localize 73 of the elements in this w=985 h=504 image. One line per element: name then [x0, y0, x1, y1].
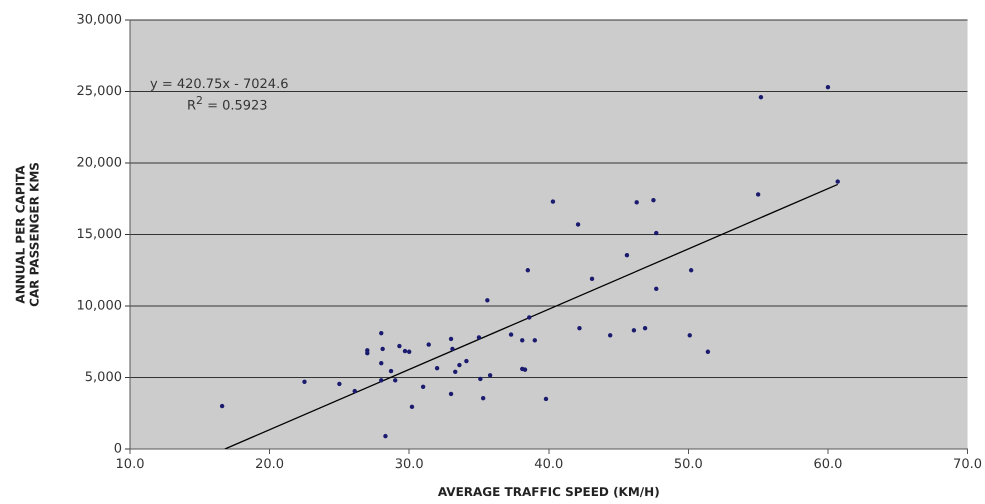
point [532, 338, 538, 343]
point [397, 344, 402, 348]
x-tick-label: 30.0 [394, 457, 424, 472]
point [476, 335, 482, 340]
point [457, 362, 462, 368]
point [706, 350, 710, 354]
point [756, 192, 760, 197]
point [488, 373, 492, 378]
point [654, 286, 658, 292]
annotation: R$^{2}$ = 0.5923 [187, 94, 268, 114]
point [688, 333, 692, 338]
point [550, 199, 556, 204]
point [544, 396, 548, 402]
point [402, 348, 408, 354]
point [632, 328, 636, 333]
point [520, 338, 524, 343]
point [220, 404, 224, 408]
point [590, 276, 594, 282]
point [836, 179, 840, 184]
point [608, 333, 612, 338]
point [453, 370, 458, 374]
x-axis-title: AVERAGE TRAFFIC SPEED (KM/H) [438, 484, 660, 499]
point [624, 253, 630, 258]
point [485, 298, 490, 302]
point [448, 392, 454, 396]
y-tick-label: 15,000 [76, 226, 122, 242]
point [426, 342, 431, 347]
point [577, 326, 582, 330]
x-tick-label: 60.0 [813, 457, 842, 472]
point [380, 346, 385, 352]
point [337, 382, 342, 386]
y-tick-label: 20,000 [76, 155, 122, 170]
x-tick-label: 70.0 [953, 457, 982, 472]
x-tick-label: 40.0 [534, 457, 564, 472]
point [410, 404, 414, 410]
point [651, 198, 656, 202]
point [826, 85, 830, 90]
y-axis-title: ANNUAL PER CAPITA CAR PASSENGER KMS [13, 162, 42, 307]
point [420, 384, 426, 389]
point [379, 330, 384, 336]
point [393, 378, 398, 383]
point [379, 361, 384, 366]
y-tick-label: 0 [114, 441, 122, 456]
point [388, 368, 394, 374]
point [383, 434, 388, 438]
point [526, 268, 530, 272]
point [480, 396, 486, 400]
point [688, 268, 694, 272]
point [434, 366, 440, 370]
x-tick-label: 10.0 [116, 457, 144, 472]
point [478, 376, 483, 382]
point [508, 332, 514, 337]
point [634, 200, 639, 205]
point [406, 350, 412, 354]
point [522, 367, 528, 372]
x-tick-label: 20.0 [255, 457, 284, 472]
point [464, 358, 469, 364]
y-tick-label: 5,000 [84, 370, 122, 385]
point [448, 336, 454, 342]
point [352, 388, 357, 394]
point [450, 346, 455, 352]
y-tick-label: 30,000 [76, 12, 122, 28]
y-tick-label: 10,000 [76, 298, 122, 314]
point [302, 380, 307, 384]
point [527, 315, 532, 320]
point [379, 378, 384, 383]
point [576, 222, 580, 227]
point [642, 326, 648, 330]
x-tick-label: 50.0 [674, 457, 703, 472]
point [654, 230, 658, 236]
point [758, 95, 764, 100]
annotation: y = 420.75x - 7024.6 [150, 77, 288, 92]
y-tick-label: 25,000 [76, 84, 122, 99]
